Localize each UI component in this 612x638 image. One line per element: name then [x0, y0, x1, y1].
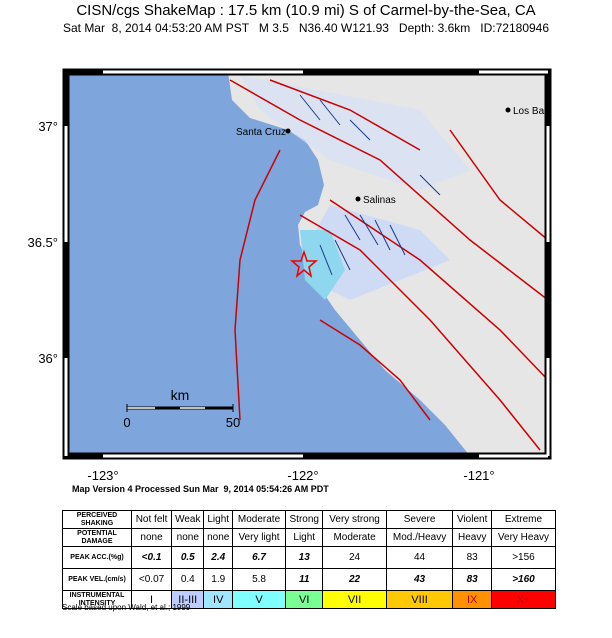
legend-cell: 83 [452, 568, 492, 591]
legend-cell: 5.8 [231, 568, 287, 591]
scale-label: 50 [226, 415, 240, 430]
epicenter [289, 249, 319, 279]
map: 37° 36.5° 36° -123° -122° -121° Santa Cruz Sali… [27, 68, 552, 482]
legend-cell: 2.4 [203, 546, 233, 569]
legend-cell: none [130, 528, 173, 547]
legend-cell: 0.4 [171, 568, 205, 591]
legend-cell: Heavy [452, 528, 492, 547]
city-marker [505, 107, 511, 113]
lat-label: 36.5° [27, 235, 58, 250]
lat-label: 36° [38, 351, 58, 366]
row-label: PEAK ACC.(%g) [62, 546, 132, 569]
row-label: PERCEIVED SHAKING [62, 510, 132, 529]
legend-cell: II-III [171, 590, 205, 609]
legend-cell: Severe [385, 510, 454, 529]
scale-unit: km [171, 387, 190, 403]
map-frame [62, 68, 552, 460]
faults [229, 79, 549, 451]
legend-cell: IX [452, 590, 492, 609]
legend-cell: none [171, 528, 205, 547]
title: CISN/cgs ShakeMap : 17.5 km (10.9 mi) S … [76, 2, 536, 19]
legend-row: POTENTIAL DAMAGE none none none Very light Li… [62, 528, 557, 547]
legend-cell: Very strong [322, 510, 387, 529]
legend-cell: >160 [490, 568, 557, 591]
intensity-area [300, 230, 345, 300]
legend-cell: 0.5 [171, 546, 205, 569]
city-marker [285, 128, 291, 134]
legend-cell: <0.1 [130, 546, 173, 569]
city-label: Salinas [363, 195, 396, 206]
map-version: Map Version 4 Processed Sun Mar 9, 2014 … [72, 484, 329, 494]
legend-cell: >156 [490, 546, 557, 569]
lon-label: -123° [87, 468, 118, 482]
intensity-legend: PERCEIVED SHAKING Not felt Weak Light Modera… [62, 510, 557, 609]
city-label: Los Ba [513, 106, 545, 117]
legend-cell: I [130, 590, 173, 609]
legend-cell: VII [322, 590, 387, 609]
legend-cell: 13 [285, 546, 324, 569]
legend-cell: Mod./Heavy [385, 528, 454, 547]
legend-cell: Moderate [231, 510, 287, 529]
legend-row: INSTRUMENTAL INTENSITY I II-III IV V VI VII VII… [62, 590, 557, 609]
legend-cell: 6.7 [231, 546, 287, 569]
legend-cell: V [231, 590, 287, 609]
legend-cell: VI [285, 590, 324, 609]
legend-cell: 11 [285, 568, 324, 591]
lon-label: -122° [287, 468, 318, 482]
legend-cell: Weak [171, 510, 205, 529]
legend-cell: Very light [231, 528, 287, 547]
legend-cell: <0.07 [130, 568, 173, 591]
legend-cell: Strong [285, 510, 324, 529]
legend-cell: none [203, 528, 233, 547]
legend-cell: Light [285, 528, 324, 547]
legend-cell: Violent [452, 510, 492, 529]
legend-row: PEAK ACC.(%g) <0.1 0.5 2.4 6.7 13 24 44 83 >156 [62, 546, 557, 569]
legend-row: PEAK VEL.(cm/s) <0.07 0.4 1.9 5.8 11 22 43 83 >16… [62, 568, 557, 591]
subtitle: Sat Mar 8, 2014 04:53:20 AM PST M 3.5 N3… [62, 21, 550, 35]
legend-cell: 1.9 [203, 568, 233, 591]
legend-cell: 24 [322, 546, 387, 569]
legend-cell: Very Heavy [490, 528, 557, 547]
legend-cell: 43 [385, 568, 454, 591]
shaded-terrain [299, 94, 441, 276]
legend-cell: IV [203, 590, 233, 609]
lon-label: -121° [463, 468, 494, 482]
legend-cell: VIII [385, 590, 454, 609]
lat-label: 37° [38, 119, 58, 134]
scale-bar [126, 404, 234, 412]
city-label: Santa Cruz [236, 127, 286, 138]
legend-row: PERCEIVED SHAKING Not felt Weak Light Modera… [62, 510, 557, 529]
legend-cell: Moderate [322, 528, 387, 547]
legend-cell: Not felt [130, 510, 173, 529]
legend-cell: Extreme [490, 510, 557, 529]
legend-cell: 22 [322, 568, 387, 591]
scale-label: 0 [123, 415, 130, 430]
city-marker [355, 196, 361, 202]
ocean [66, 72, 470, 456]
footnote: Scale based upon Wald, et al.; 1999 [62, 603, 191, 612]
intensity-area [305, 205, 450, 300]
legend-cell: 83 [452, 546, 492, 569]
row-label: PEAK VEL.(cm/s) [62, 568, 132, 591]
legend-cell: X+ [490, 590, 557, 609]
row-label: POTENTIAL DAMAGE [62, 528, 132, 547]
intensity-area [240, 75, 470, 190]
frame-ticks [64, 70, 550, 458]
legend-cell: 44 [385, 546, 454, 569]
legend-cell: Light [203, 510, 233, 529]
row-label: INSTRUMENTAL INTENSITY [62, 590, 132, 609]
